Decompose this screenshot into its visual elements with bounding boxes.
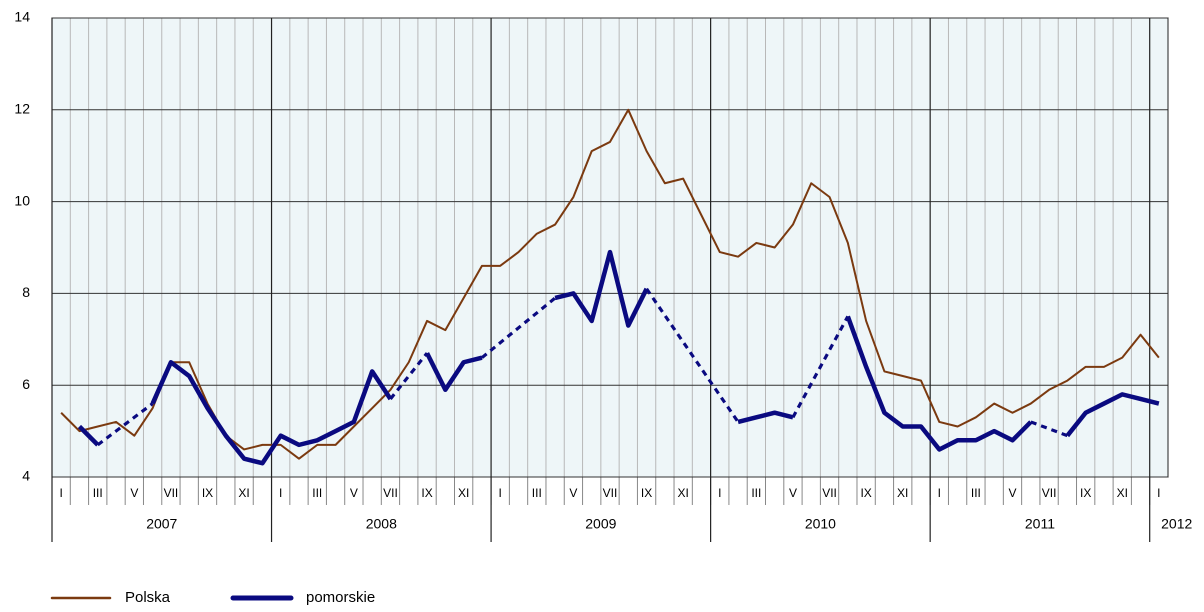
gap-line [389,352,429,400]
x-tick-label: XI [897,486,908,500]
y-tick-label: 14 [14,9,30,25]
x-tick-label: XI [678,486,689,500]
legend-label: Polska [125,589,171,606]
x-tick-label: IX [860,486,871,500]
x-tick-label: IX [641,486,652,500]
year-label: 2010 [805,516,836,532]
x-tick-label: I [279,486,282,500]
x-tick-label: XI [1117,486,1128,500]
year-label: 2012 [1161,516,1192,532]
year-label: 2011 [1025,516,1055,532]
plot-area [51,17,1169,478]
x-tick-label: IX [421,486,432,500]
line [150,360,393,466]
gap-line [645,287,740,423]
y-tick-label: 12 [14,101,30,117]
legend-label: pomorskie [306,589,375,606]
x-tick-label: V [350,486,358,500]
x-tick-label: III [971,486,981,500]
line [554,249,649,328]
x-tick-label: I [1157,486,1160,500]
x-tick-label: I [59,486,62,500]
line [425,352,483,393]
line [60,108,1160,460]
line [1065,392,1160,438]
line [737,410,794,425]
line [77,424,100,447]
gap-line [96,402,154,447]
x-tick-label: V [789,486,797,500]
gap-line [791,315,850,419]
x-tick-label: XI [458,486,469,500]
x-tick-label: IX [1080,486,1091,500]
x-tick-label: VII [164,486,179,500]
year-label: 2009 [585,516,616,532]
line [845,315,1033,452]
x-tick-label: V [569,486,577,500]
x-tick-label: III [532,486,542,500]
y-tick-label: 8 [22,284,30,300]
x-tick-label: III [312,486,322,500]
x-tick-label: I [718,486,721,500]
x-tick-label: VII [822,486,837,500]
x-tick-label: I [938,486,941,500]
year-label: 2007 [146,516,177,532]
y-tick-label: 4 [22,468,30,484]
x-tick-label: VII [1042,486,1057,500]
x-tick-label: VII [383,486,398,500]
x-tick-label: V [130,486,138,500]
y-tick-label: 6 [22,376,30,392]
gap-line [480,296,557,359]
x-tick-label: IX [202,486,213,500]
y-tick-label: 10 [14,192,30,208]
x-tick-label: I [499,486,502,500]
x-tick-label: V [1008,486,1016,500]
x-tick-label: VII [603,486,618,500]
x-tick-label: XI [238,486,249,500]
x-tick-label: III [751,486,761,500]
x-tick-label: III [93,486,103,500]
year-label: 2008 [366,516,397,532]
